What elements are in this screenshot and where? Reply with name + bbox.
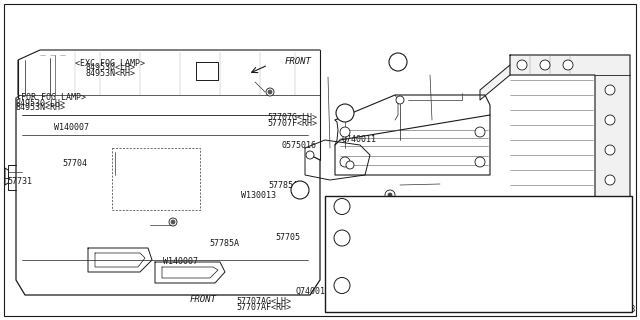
Circle shape (515, 208, 519, 212)
Circle shape (512, 205, 522, 215)
Circle shape (475, 127, 485, 137)
Circle shape (334, 230, 350, 246)
Text: 57731: 57731 (7, 178, 32, 187)
Text: W130013: W130013 (241, 190, 276, 199)
Circle shape (306, 151, 314, 159)
Text: 3: 3 (339, 281, 344, 290)
Bar (325, 196, 632, 312)
Text: <1509-   >: <1509- > (435, 297, 485, 306)
Text: 1: 1 (342, 108, 348, 117)
Circle shape (385, 190, 395, 200)
Text: 2: 2 (396, 58, 401, 67)
Text: <EXC.FOG LAMP>: <EXC.FOG LAMP> (75, 59, 145, 68)
Text: 5771I: 5771I (502, 292, 527, 301)
Circle shape (340, 127, 350, 137)
Circle shape (171, 220, 175, 224)
Text: W140007: W140007 (54, 123, 89, 132)
Circle shape (334, 198, 350, 214)
Circle shape (334, 277, 350, 293)
Polygon shape (480, 65, 510, 100)
Circle shape (540, 60, 550, 70)
Circle shape (340, 157, 350, 167)
Circle shape (346, 161, 354, 169)
Circle shape (268, 90, 272, 94)
Text: <1509-   >: <1509- > (435, 280, 485, 289)
Text: 849530<LH>: 849530<LH> (86, 63, 136, 73)
Text: 57780C: 57780C (365, 297, 395, 306)
Circle shape (605, 145, 615, 155)
Text: <1403-   >: <1403- > (435, 244, 485, 253)
Text: FRONT: FRONT (190, 294, 217, 303)
Text: 57707G<LH>: 57707G<LH> (267, 113, 317, 122)
Text: A590001398: A590001398 (589, 305, 636, 314)
Text: 57707AF<RH>: 57707AF<RH> (236, 302, 291, 311)
Circle shape (291, 181, 309, 199)
Text: M060004: M060004 (365, 223, 400, 232)
Circle shape (563, 60, 573, 70)
Text: <FOR FOG LAMP>: <FOR FOG LAMP> (16, 92, 86, 101)
Text: <LH>: <LH> (517, 297, 537, 306)
Text: 1: 1 (339, 202, 344, 211)
Circle shape (388, 193, 392, 197)
Text: <RH>: <RH> (517, 280, 537, 289)
Text: 57704: 57704 (62, 158, 87, 167)
Text: 57705: 57705 (275, 234, 300, 243)
Circle shape (475, 157, 485, 167)
Circle shape (336, 104, 354, 122)
Text: Q740011: Q740011 (342, 134, 377, 143)
Circle shape (605, 85, 615, 95)
Text: 57785A: 57785A (268, 180, 298, 189)
Text: 57785A: 57785A (209, 238, 239, 247)
Text: 2: 2 (339, 234, 344, 243)
Text: 3: 3 (298, 186, 303, 195)
Text: <RH,LH>: <RH,LH> (517, 263, 552, 272)
Text: FRONT: FRONT (285, 58, 312, 67)
Text: 0575016: 0575016 (281, 140, 316, 149)
Text: <  -1509>: < -1509> (435, 263, 480, 272)
Text: 57707AG<LH>: 57707AG<LH> (236, 298, 291, 307)
Circle shape (605, 200, 615, 210)
Circle shape (389, 53, 407, 71)
Text: Q740011: Q740011 (295, 286, 330, 295)
Text: 57780B: 57780B (365, 280, 395, 289)
Text: 84953N<RH>: 84953N<RH> (86, 69, 136, 78)
Circle shape (396, 96, 404, 104)
Polygon shape (510, 55, 630, 215)
Text: 84953N<RH>: 84953N<RH> (16, 103, 66, 113)
Text: 57780: 57780 (365, 263, 390, 272)
Text: 57707F<RH>: 57707F<RH> (267, 118, 317, 127)
Text: W140007: W140007 (163, 258, 198, 267)
Text: <  -1403>: < -1403> (435, 223, 480, 232)
Circle shape (605, 115, 615, 125)
Circle shape (517, 60, 527, 70)
Circle shape (605, 175, 615, 185)
Circle shape (169, 218, 177, 226)
Circle shape (266, 88, 274, 96)
Text: 849530<LH>: 849530<LH> (16, 99, 66, 108)
Text: M060012: M060012 (365, 244, 400, 253)
Text: N510032: N510032 (365, 202, 400, 211)
